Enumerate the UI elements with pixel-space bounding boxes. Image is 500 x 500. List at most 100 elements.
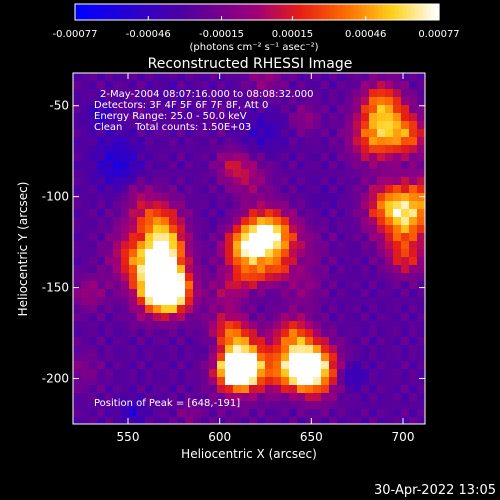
heatmap-cell (401, 153, 409, 161)
annotation-peak-position: Position of Peak = [648,-191] (94, 398, 240, 409)
heatmap-cell (289, 105, 297, 113)
heatmap-cell (305, 113, 313, 121)
heatmap-cell (249, 121, 257, 129)
colorbar-tick-label: 0.00077 (418, 29, 459, 40)
heatmap-cell (225, 377, 233, 385)
heatmap-cell (289, 145, 297, 153)
heatmap-cell (185, 257, 193, 265)
heatmap-cell (297, 73, 305, 81)
heatmap-cell (73, 145, 81, 153)
heatmap-cell (257, 353, 265, 361)
heatmap-cell (89, 401, 97, 409)
heatmap-cell (161, 265, 169, 273)
heatmap-cell (81, 393, 89, 401)
heatmap-cell (249, 185, 257, 193)
heatmap-cell (129, 321, 137, 329)
heatmap-cell (313, 145, 321, 153)
heatmap-cell (201, 233, 209, 241)
heatmap-cell (417, 169, 425, 177)
heatmap-cell (345, 145, 353, 153)
heatmap-cell (377, 281, 385, 289)
heatmap-cell (289, 209, 297, 217)
heatmap-cell (321, 161, 329, 169)
heatmap-cell (185, 361, 193, 369)
heatmap-cell (409, 225, 417, 233)
heatmap-cell (161, 201, 169, 209)
heatmap-cell (337, 113, 345, 121)
heatmap-cell (225, 321, 233, 329)
heatmap-cell (305, 369, 313, 377)
heatmap-cell (137, 193, 145, 201)
heatmap-cell (313, 241, 321, 249)
heatmap-cell (337, 81, 345, 89)
heatmap-cell (265, 209, 273, 217)
heatmap-cell (297, 241, 305, 249)
heatmap-cell (329, 81, 337, 89)
heatmap-cell (297, 265, 305, 273)
heatmap-cell (153, 161, 161, 169)
heatmap-cell (97, 241, 105, 249)
heatmap-cell (225, 385, 233, 393)
heatmap-cell (401, 89, 409, 97)
heatmap-cell (305, 305, 313, 313)
heatmap-cell (217, 393, 225, 401)
heatmap-cell (97, 169, 105, 177)
y-tick-label: -100 (42, 190, 69, 204)
heatmap-cell (265, 233, 273, 241)
heatmap-cell (81, 105, 89, 113)
colorbar-segment (212, 4, 218, 20)
heatmap-cell (121, 225, 129, 233)
heatmap-cell (265, 225, 273, 233)
heatmap-cell (313, 321, 321, 329)
heatmap-cell (409, 145, 417, 153)
heatmap-cell (305, 97, 313, 105)
heatmap-cell (217, 169, 225, 177)
heatmap-cell (409, 377, 417, 385)
heatmap-cell (353, 273, 361, 281)
heatmap-cell (193, 177, 201, 185)
colorbar-segment (155, 4, 161, 20)
heatmap-cell (129, 233, 137, 241)
heatmap-cell (185, 217, 193, 225)
heatmap-cell (225, 177, 233, 185)
heatmap-cell (105, 401, 113, 409)
heatmap-cell (297, 161, 305, 169)
heatmap-cell (185, 73, 193, 81)
heatmap-cell (281, 385, 289, 393)
heatmap-cell (361, 89, 369, 97)
heatmap-cell (81, 177, 89, 185)
heatmap-cell (273, 169, 281, 177)
heatmap-cell (137, 185, 145, 193)
heatmap-cell (225, 185, 233, 193)
heatmap-cell (185, 153, 193, 161)
heatmap-cell (161, 337, 169, 345)
heatmap-cell (345, 329, 353, 337)
heatmap-cell (289, 313, 297, 321)
heatmap-cell (369, 161, 377, 169)
heatmap-cell (89, 249, 97, 257)
heatmap-cell (297, 193, 305, 201)
heatmap-cell (81, 297, 89, 305)
heatmap-cell (105, 105, 113, 113)
heatmap-cell (217, 377, 225, 385)
heatmap-cell (337, 369, 345, 377)
heatmap-cell (233, 185, 241, 193)
heatmap-cell (409, 201, 417, 209)
heatmap-cell (89, 225, 97, 233)
heatmap-cell (353, 81, 361, 89)
heatmap-cell (353, 217, 361, 225)
heatmap-cell (121, 89, 129, 97)
heatmap-cell (193, 369, 201, 377)
heatmap-cell (305, 81, 313, 89)
colorbar-segment (196, 4, 201, 20)
heatmap-cell (257, 89, 265, 97)
heatmap-cell (137, 145, 145, 153)
heatmap-cell (377, 249, 385, 257)
heatmap-cell (105, 313, 113, 321)
heatmap-cell (209, 129, 217, 137)
heatmap-cell (369, 97, 377, 105)
heatmap-cell (273, 329, 281, 337)
heatmap-cell (225, 209, 233, 217)
heatmap-cell (409, 345, 417, 353)
heatmap-cell (129, 313, 137, 321)
